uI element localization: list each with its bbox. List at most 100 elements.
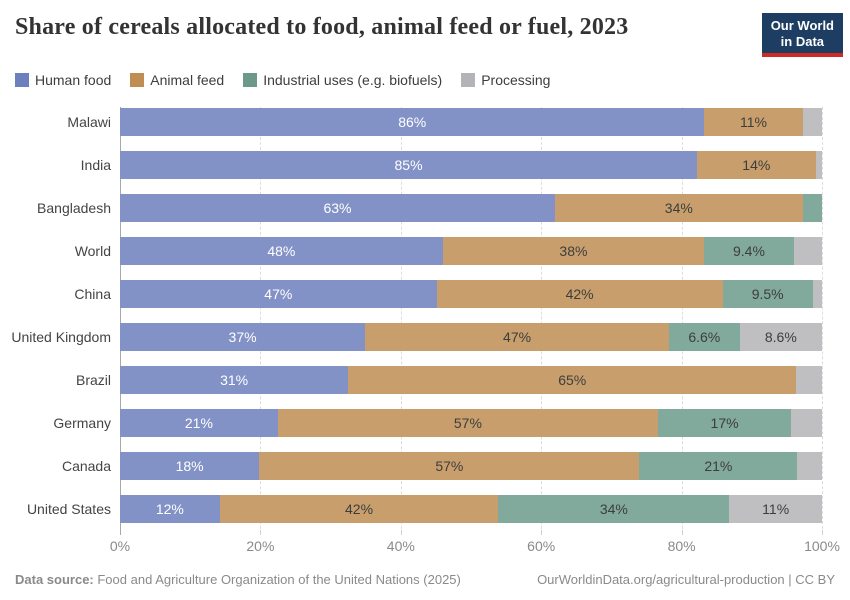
legend-label: Human food bbox=[35, 72, 112, 89]
bar-segment-animal-feed[interactable]: 38% bbox=[442, 236, 705, 265]
bar-segment-animal-feed[interactable]: 47% bbox=[365, 322, 669, 351]
owid-logo[interactable]: Our World in Data bbox=[761, 13, 843, 58]
bar-segment-animal-feed[interactable]: 65% bbox=[348, 365, 797, 394]
x-tick-label: 0% bbox=[109, 538, 131, 555]
legend-item[interactable]: Processing bbox=[461, 72, 550, 88]
bar-value-label: 42% bbox=[345, 500, 374, 517]
bar-segment-industrial-uses[interactable]: 6.6% bbox=[668, 322, 740, 351]
bar-value-label: 34% bbox=[599, 500, 628, 517]
bar-segment-human-food[interactable]: 37% bbox=[120, 322, 366, 351]
bar-segment-human-food[interactable]: 85% bbox=[120, 150, 698, 179]
x-tick-label: 40% bbox=[386, 538, 415, 555]
chart-row: Bangladesh 63% 34% bbox=[0, 186, 822, 229]
data-source-value: Food and Agriculture Organization of the… bbox=[93, 572, 461, 587]
bar-value-label: 11% bbox=[740, 113, 767, 130]
footer: Data source: Food and Agriculture Organi… bbox=[15, 572, 835, 587]
bar-value-label: 8.6% bbox=[764, 328, 797, 345]
bar-segment-animal-feed[interactable]: 57% bbox=[277, 408, 659, 437]
bar-segment-industrial-uses[interactable]: 21% bbox=[639, 451, 798, 480]
bar-segment-human-food[interactable]: 48% bbox=[120, 236, 443, 265]
bar-segment-processing[interactable] bbox=[793, 236, 823, 265]
category-label: Canada bbox=[61, 457, 111, 474]
bar-value-label: 47% bbox=[264, 285, 293, 302]
bar-segment-processing[interactable] bbox=[815, 150, 822, 179]
bar-value-label: 6.6% bbox=[688, 328, 721, 345]
bar-segment-animal-feed[interactable]: 42% bbox=[436, 279, 723, 308]
bar-segment-processing[interactable] bbox=[802, 107, 822, 136]
chart-row: United Kingdom 37% 47% 6.6% 8.6% bbox=[0, 315, 823, 358]
x-axis-ticks: 0% 20% 40% 60% 80% 100% bbox=[110, 530, 840, 557]
stacked-bar: 31% 65% bbox=[120, 365, 822, 394]
bar-segment-human-food[interactable]: 18% bbox=[120, 451, 260, 480]
bar-segment-human-food[interactable]: 31% bbox=[120, 365, 349, 394]
bar-segment-processing[interactable] bbox=[796, 365, 822, 394]
bar-value-label: 65% bbox=[558, 371, 587, 388]
bar-value-label: 17% bbox=[710, 414, 739, 431]
data-source-label: Data source: bbox=[15, 572, 94, 587]
chart-row: China 47% 42% 9.5% bbox=[0, 272, 822, 315]
bar-segment-human-food[interactable]: 86% bbox=[120, 107, 705, 136]
plot-area: Malawi 86% 11% India 85% 14% Bangladesh 63% 34% W… bbox=[0, 100, 823, 535]
legend-label: Industrial uses (e.g. biofuels) bbox=[263, 72, 443, 89]
bar-segment-human-food[interactable]: 47% bbox=[120, 279, 437, 308]
bar-value-label: 12% bbox=[155, 500, 184, 517]
stacked-bar: 12% 42% 34% 11% bbox=[120, 494, 822, 523]
bar-segment-processing[interactable]: 8.6% bbox=[739, 322, 823, 351]
bar-rows: Malawi 86% 11% India 85% 14% Bangladesh 63% 34% W… bbox=[0, 100, 823, 530]
chart-row: Brazil 31% 65% bbox=[0, 358, 822, 401]
bar-segment-processing[interactable]: 11% bbox=[729, 494, 822, 523]
stacked-bar: 86% 11% bbox=[120, 107, 822, 136]
category-label: Bangladesh bbox=[37, 199, 111, 216]
bar-segment-industrial-uses[interactable]: 17% bbox=[658, 408, 792, 437]
stacked-bar: 85% 14% bbox=[120, 150, 822, 179]
bar-segment-processing[interactable] bbox=[797, 451, 822, 480]
bar-segment-animal-feed[interactable]: 34% bbox=[554, 193, 803, 222]
x-tick-label: 20% bbox=[246, 538, 275, 555]
bar-segment-industrial-uses[interactable]: 9.5% bbox=[722, 279, 813, 308]
x-tick-mark bbox=[260, 530, 262, 536]
bar-value-label: 14% bbox=[742, 156, 771, 173]
legend-label: Processing bbox=[481, 72, 551, 89]
page-title: Share of cereals allocated to food, anim… bbox=[15, 14, 629, 40]
bar-segment-processing[interactable] bbox=[812, 279, 822, 308]
license-credit[interactable]: OurWorldinData.org/agricultural-producti… bbox=[537, 572, 835, 587]
chart-row: India 85% 14% bbox=[0, 143, 822, 186]
bar-value-label: 21% bbox=[704, 457, 733, 474]
bar-segment-industrial-uses[interactable]: 34% bbox=[498, 494, 730, 523]
bar-segment-industrial-uses[interactable] bbox=[802, 193, 822, 222]
x-tick-mark bbox=[681, 530, 683, 536]
legend-item[interactable]: Human food bbox=[15, 72, 111, 88]
bar-segment-animal-feed[interactable]: 42% bbox=[219, 494, 499, 523]
bar-value-label: 21% bbox=[184, 414, 213, 431]
bar-segment-human-food[interactable]: 63% bbox=[120, 193, 555, 222]
bar-value-label: 85% bbox=[394, 156, 423, 173]
legend-item[interactable]: Industrial uses (e.g. biofuels) bbox=[243, 72, 442, 88]
bar-value-label: 18% bbox=[175, 457, 204, 474]
bar-value-label: 48% bbox=[267, 242, 296, 259]
category-label: India bbox=[80, 156, 111, 173]
stacked-bar: 63% 34% bbox=[120, 193, 822, 222]
bar-segment-processing[interactable] bbox=[791, 408, 822, 437]
bar-segment-animal-feed[interactable]: 11% bbox=[704, 107, 803, 136]
header: Share of cereals allocated to food, anim… bbox=[0, 0, 850, 58]
x-tick-mark bbox=[400, 530, 402, 536]
bar-segment-animal-feed[interactable]: 14% bbox=[697, 150, 816, 179]
x-tick-label: 60% bbox=[527, 538, 556, 555]
bar-value-label: 47% bbox=[503, 328, 532, 345]
legend-item[interactable]: Animal feed bbox=[130, 72, 224, 88]
legend-swatch bbox=[15, 73, 29, 88]
x-tick-mark bbox=[541, 530, 543, 536]
data-source-note: Data source: Food and Agriculture Organi… bbox=[15, 572, 461, 587]
bar-segment-industrial-uses[interactable]: 9.4% bbox=[704, 236, 794, 265]
legend-label: Animal feed bbox=[150, 72, 225, 89]
stacked-bar: 48% 38% 9.4% bbox=[120, 236, 823, 265]
bar-segment-animal-feed[interactable]: 57% bbox=[259, 451, 640, 480]
legend-swatch bbox=[461, 73, 476, 88]
bar-value-label: 11% bbox=[762, 500, 790, 517]
chart-row: World 48% 38% 9.4% bbox=[0, 229, 823, 272]
bar-segment-human-food[interactable]: 21% bbox=[120, 408, 278, 437]
bar-segment-human-food[interactable]: 12% bbox=[120, 494, 220, 523]
category-label: China bbox=[74, 285, 111, 302]
bar-value-label: 34% bbox=[664, 199, 693, 216]
category-label: United Kingdom bbox=[11, 328, 111, 345]
